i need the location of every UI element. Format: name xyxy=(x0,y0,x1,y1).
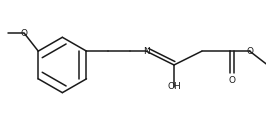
Text: O: O xyxy=(228,76,235,85)
Text: O: O xyxy=(246,47,253,56)
Text: OH: OH xyxy=(167,82,181,91)
Text: O: O xyxy=(21,29,28,38)
Text: N: N xyxy=(143,47,150,56)
